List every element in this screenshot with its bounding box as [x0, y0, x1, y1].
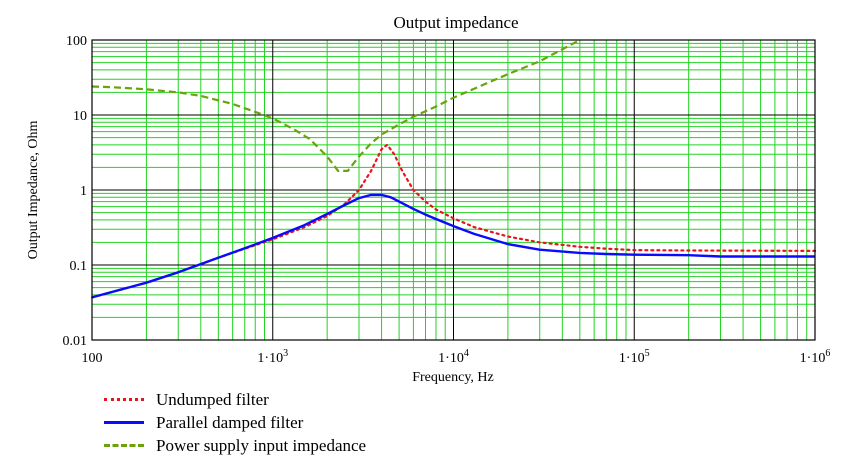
chart-title: Output impedance [393, 13, 518, 32]
y-tick-label: 100 [66, 34, 87, 49]
x-tick-exponent: 6 [825, 348, 830, 359]
x-tick-label: 1·103 [257, 348, 288, 366]
x-tick-exponent: 4 [464, 348, 469, 359]
series-line-power-supply-input-impedance [91, 39, 581, 172]
y-tick-label: 0.1 [70, 259, 88, 274]
y-axis-label: Output Impedance, Ohm [26, 120, 41, 259]
x-tick-exponent: 3 [283, 348, 288, 359]
legend-item-parallel-damped: Parallel damped filter [104, 411, 366, 434]
x-axis-ticks: 100 1·103 1·104 1·105 1·106 [82, 348, 831, 366]
y-tick-label: 10 [73, 109, 87, 124]
legend-label-undumped: Undumped filter [156, 389, 269, 409]
legend-item-undumped: Undumped filter [104, 388, 366, 411]
x-tick-label: 1·104 [438, 348, 469, 366]
y-axis-ticks: 100 10 1 0.1 0.01 [63, 34, 88, 349]
y-tick-label: 1 [80, 184, 87, 199]
plot-frame [91, 39, 816, 341]
legend-label-power-supply: Power supply input impedance [156, 435, 367, 455]
y-tick-label: 0.01 [63, 334, 88, 349]
legend-item-power-supply: Power supply input impedance [104, 434, 366, 457]
x-tick-label: 100 [82, 351, 103, 366]
series-line-parallel-damped-filter [91, 193, 815, 299]
x-tick-label: 1·106 [800, 348, 831, 366]
x-tick-exponent: 5 [645, 348, 650, 359]
legend-swatch-parallel-damped [104, 421, 144, 424]
chart-legend: Undumped filter Parallel damped filter P… [104, 388, 366, 457]
legend-swatch-power-supply [104, 444, 144, 447]
x-tick-label: 1·105 [619, 348, 650, 366]
x-axis-label: Frequency, Hz [412, 370, 494, 385]
series-layer [90, 39, 817, 299]
legend-label-parallel-damped: Parallel damped filter [156, 412, 304, 432]
legend-swatch-undumped [104, 398, 144, 401]
